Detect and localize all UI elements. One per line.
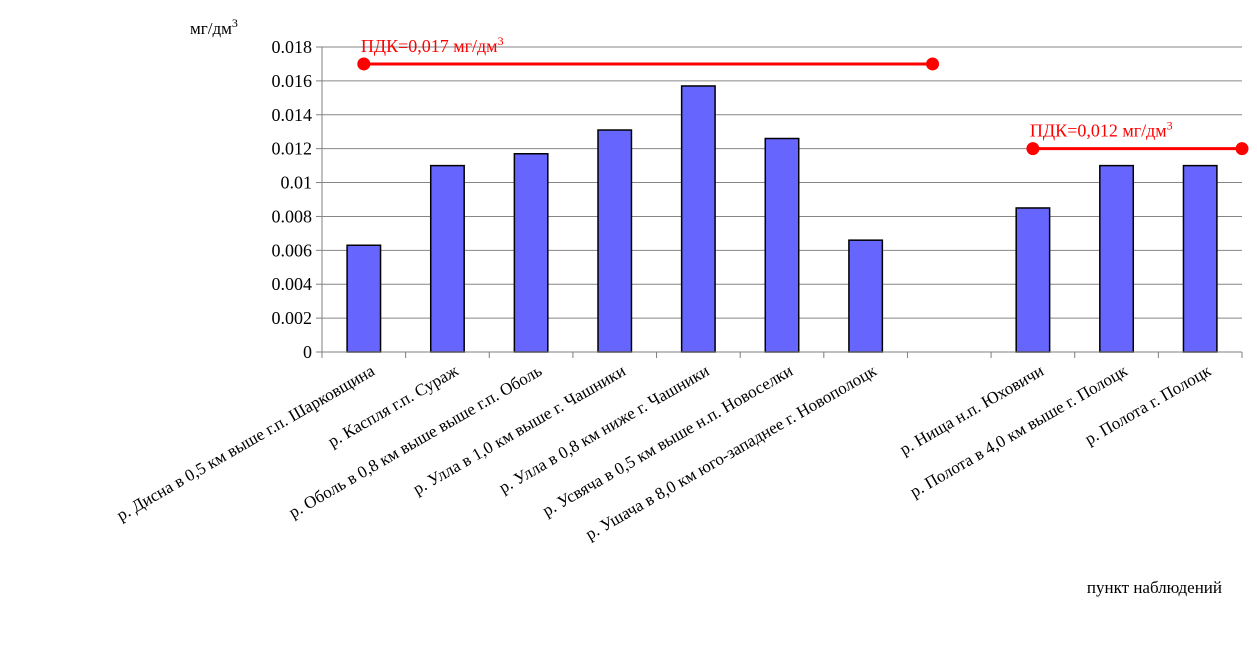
bar <box>429 164 465 353</box>
x-tick-label: р. Нища н.п. Юховичи <box>896 361 1046 459</box>
y-tick-label: 0.016 <box>272 71 313 91</box>
y-tick-label: 0 <box>303 342 312 362</box>
bar <box>597 129 633 353</box>
bar <box>1015 207 1051 353</box>
x-tick-labels: р. Дисна в 0,5 км выше г.п. Шарковщинар.… <box>113 352 1243 544</box>
bar <box>346 244 382 353</box>
y-axis-title-sup: 3 <box>232 16 238 30</box>
reference-line-marker <box>1026 142 1040 156</box>
bars <box>346 85 1218 353</box>
y-tick-labels: 0 0.002 0.004 0.006 0.008 0.01 0.012 0.014 0.016… <box>272 37 322 362</box>
y-axis-title: мг/дм3 <box>190 16 238 38</box>
reference-line-label-sup: 3 <box>1167 119 1173 133</box>
reference-line-marker <box>1235 142 1249 156</box>
bar <box>1182 164 1218 353</box>
reference-line-marker <box>926 57 940 71</box>
bar <box>764 137 800 353</box>
y-tick-label: 0.008 <box>272 206 313 226</box>
bar <box>848 239 884 353</box>
y-tick-label: 0.01 <box>281 173 313 193</box>
bar <box>513 153 549 353</box>
bar <box>680 85 716 353</box>
y-axis-title-text: мг/дм <box>190 19 232 38</box>
reference-line-label-text: ПДК=0,017 мг/дм <box>361 36 498 56</box>
y-tick-label: 0.014 <box>272 105 313 125</box>
bar <box>1099 164 1135 353</box>
y-tick-label: 0.012 <box>272 139 313 159</box>
reference-line-label: ПДК=0,012 мг/дм3 <box>1030 119 1173 141</box>
y-tick-label: 0.002 <box>272 308 313 328</box>
y-tick-label: 0.006 <box>272 240 313 260</box>
y-tick-label: 0.004 <box>272 274 313 294</box>
x-axis-title: пункт наблюдений <box>1087 578 1222 597</box>
y-tick-label: 0.018 <box>272 37 313 57</box>
reference-line-label-text: ПДК=0,012 мг/дм <box>1030 121 1167 141</box>
axes <box>321 47 1242 353</box>
reference-line-label-sup: 3 <box>498 34 504 48</box>
reference-line-marker <box>357 57 371 71</box>
reference-line-label: ПДК=0,017 мг/дм3 <box>361 34 504 56</box>
